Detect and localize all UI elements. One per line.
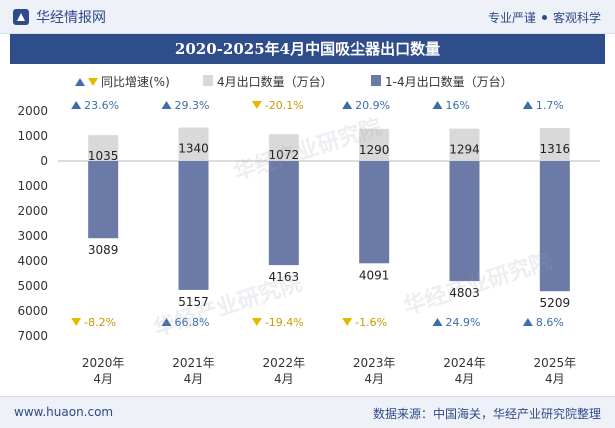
x-tick-label: 4月 — [545, 372, 565, 386]
legend-april-swatch — [203, 75, 213, 86]
y-tick-label: 6000 — [17, 304, 48, 318]
brand-name: 华经情报网 — [36, 10, 106, 26]
data-labels: 1035 3089 1340 5157 1072 4163 1290 4091 1294 4803… — [88, 142, 570, 311]
x-tick-label: 4月 — [93, 372, 113, 386]
brand[interactable]: 华经情报网 — [12, 7, 106, 27]
april-value-label: 1316 — [540, 142, 571, 156]
tagline-left: 专业严谨 — [487, 11, 536, 25]
footer: www.huaon.com 数据来源：中国海关，华经产业研究院整理 — [0, 396, 615, 428]
y-tick-label: 4000 — [17, 254, 48, 268]
cumulative-bar — [359, 161, 390, 264]
legend-growth-label: 同比增速(%) — [101, 75, 170, 89]
april-bar — [359, 128, 390, 161]
y-axis: 2000 1000 0 1000 2000 3000 4000 5000 6000 7000 — [17, 104, 48, 343]
cumulative-value-label: 5209 — [540, 296, 571, 310]
x-tick-label: 4月 — [184, 372, 204, 386]
growth-up-arrow-icon — [432, 101, 443, 109]
legend-down-arrow-icon — [88, 78, 98, 86]
chart-title: 2020-2025年4月中国吸尘器出口数量 — [10, 34, 605, 64]
cumulative-bar — [178, 161, 209, 290]
cumulative-bar — [539, 161, 570, 292]
april-bar — [88, 135, 119, 161]
cumulative-bar — [268, 161, 299, 266]
cumulative-growth-label: 24.9% — [446, 316, 481, 329]
x-tick-label: 2025年 — [534, 356, 577, 370]
legend: 同比增速(%) 4月出口数量（万台） 1-4月出口数量（万台） — [75, 74, 513, 89]
april-growth-label: 29.3% — [175, 99, 210, 112]
x-tick-label: 2024年 — [443, 356, 486, 370]
april-growth-label: 23.6% — [84, 99, 119, 112]
april-bar — [449, 128, 480, 161]
growth-up-arrow-icon — [432, 318, 443, 326]
y-tick-label: 1000 — [17, 179, 48, 193]
y-tick-label: 2000 — [17, 104, 48, 118]
cumulative-bar — [449, 161, 480, 282]
x-tick-label: 2023年 — [353, 356, 396, 370]
april-growth-label: 1.7% — [536, 99, 564, 112]
x-tick-label: 4月 — [274, 372, 294, 386]
site-link[interactable]: www.huaon.com — [14, 405, 114, 419]
x-tick-label: 2021年 — [172, 356, 215, 370]
growth-down-arrow-icon — [251, 318, 262, 326]
april-value-label: 1035 — [88, 149, 119, 163]
growth-labels: 23.6% -8.2% 29.3% 66.8% -20.1% -19.4% 20.9% -1.… — [71, 99, 564, 329]
brand-logo-icon — [13, 9, 29, 25]
data-source: 数据来源：中国海关，华经产业研究院整理 — [372, 407, 601, 421]
cumulative-value-label: 4091 — [359, 268, 390, 282]
april-growth-label: -20.1% — [265, 99, 304, 112]
bars — [88, 127, 570, 292]
growth-up-arrow-icon — [522, 101, 533, 109]
y-tick-label: 0 — [40, 154, 48, 168]
x-tick-label: 4月 — [364, 372, 384, 386]
cumulative-value-label: 3089 — [88, 243, 119, 257]
april-bar — [178, 127, 209, 161]
legend-cumulative-swatch — [371, 75, 381, 86]
cumulative-growth-label: -1.6% — [355, 316, 387, 329]
tagline-right: 客观科学 — [552, 11, 601, 25]
april-value-label: 1340 — [178, 142, 209, 156]
cumulative-growth-label: -19.4% — [265, 316, 304, 329]
cumulative-bar — [88, 161, 119, 239]
growth-up-arrow-icon — [161, 318, 172, 326]
april-value-label: 1294 — [449, 143, 480, 157]
legend-up-arrow-icon — [75, 78, 85, 86]
april-bar — [539, 128, 570, 161]
tagline: 专业严谨 客观科学 — [488, 9, 601, 26]
x-tick-label: 2022年 — [263, 356, 306, 370]
y-tick-label: 5000 — [17, 279, 48, 293]
growth-up-arrow-icon — [522, 318, 533, 326]
top-banner: 华经情报网 专业严谨 客观科学 — [0, 0, 615, 34]
chart-canvas: 同比增速(%) 4月出口数量（万台） 1-4月出口数量（万台） 2000 1000… — [17, 74, 600, 386]
x-axis: 2020年 4月 2021年 4月 2022年 4月 2023年 4月 2024年 4月 2025年… — [82, 356, 576, 386]
y-tick-label: 3000 — [17, 229, 48, 243]
x-tick-label: 4月 — [455, 372, 475, 386]
legend-cumulative-label: 1-4月出口数量（万台） — [385, 74, 513, 89]
april-bar — [268, 134, 299, 161]
separator-dot — [541, 15, 547, 20]
cumulative-growth-label: -8.2% — [84, 316, 116, 329]
y-tick-label: 7000 — [17, 329, 48, 343]
legend-april-label: 4月出口数量（万台） — [217, 74, 333, 89]
cumulative-value-label: 4163 — [269, 270, 300, 284]
april-value-label: 1072 — [269, 148, 300, 162]
growth-up-arrow-icon — [342, 101, 353, 109]
cumulative-value-label: 4803 — [449, 286, 480, 300]
x-tick-label: 2020年 — [82, 356, 125, 370]
cumulative-value-label: 5157 — [178, 295, 209, 309]
growth-down-arrow-icon — [251, 101, 262, 109]
y-tick-label: 2000 — [17, 204, 48, 218]
april-growth-label: 16% — [446, 99, 470, 112]
april-growth-label: 20.9% — [355, 99, 390, 112]
growth-down-arrow-icon — [342, 318, 353, 326]
growth-up-arrow-icon — [161, 101, 172, 109]
growth-down-arrow-icon — [71, 318, 82, 326]
april-value-label: 1290 — [359, 143, 390, 157]
growth-up-arrow-icon — [71, 101, 82, 109]
y-tick-label: 1000 — [17, 129, 48, 143]
cumulative-growth-label: 66.8% — [175, 316, 210, 329]
cumulative-growth-label: 8.6% — [536, 316, 564, 329]
